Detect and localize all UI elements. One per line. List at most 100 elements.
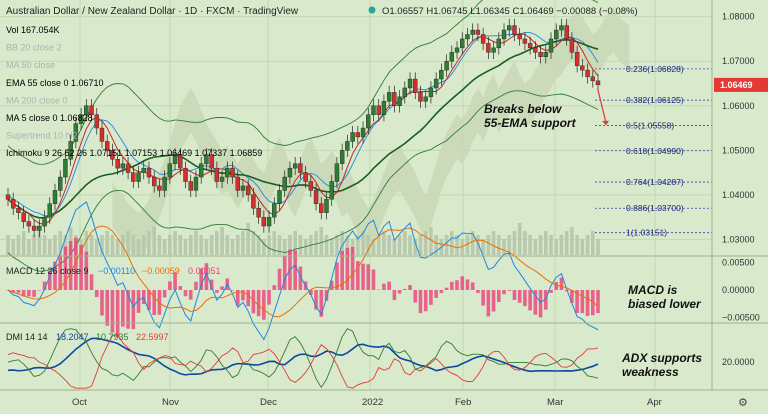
macd-hist-bar — [141, 290, 146, 305]
volume-bar — [168, 235, 172, 255]
y-tick-label: 1.03000 — [722, 234, 755, 244]
macd-line — [7, 201, 599, 341]
volume-bar — [272, 231, 277, 255]
macd-hist-bar — [481, 290, 485, 306]
candle-body — [261, 216, 267, 227]
macd-legend-v1: −0.00110 — [98, 266, 135, 276]
volume-bar — [157, 235, 162, 255]
candle-body — [397, 96, 402, 106]
fib-label: 0.5(1.05558) — [626, 120, 674, 130]
volume-bar — [496, 235, 501, 255]
signal-line — [7, 225, 599, 318]
candle-body — [63, 159, 68, 178]
macd-hist-bar — [42, 281, 47, 290]
volume-bar — [152, 227, 156, 255]
y-tick-label: 1.06000 — [722, 101, 755, 111]
volume-bar — [209, 235, 214, 255]
volume-bar — [450, 231, 454, 255]
candle-body — [183, 167, 188, 182]
macd-hist-bar — [559, 277, 564, 290]
volume-bar — [262, 239, 266, 255]
candle-body — [52, 190, 58, 204]
macd-hist-bar — [570, 290, 574, 303]
candle-body — [193, 176, 199, 191]
breaks-annotation: Breaks below — [484, 102, 562, 116]
macd-hist-bar — [585, 290, 590, 316]
macd-hist-bar — [188, 290, 193, 300]
macd-hist-bar — [382, 283, 386, 290]
volume-bar — [465, 235, 470, 255]
volume-bar — [183, 239, 188, 255]
macd-hist-bar — [486, 290, 491, 317]
volume-bar — [429, 227, 433, 255]
candle-body — [68, 141, 73, 160]
macd-hist-bar — [324, 290, 329, 301]
bb-lower-line — [7, 90, 599, 272]
legend-entry: MA 50 close — [6, 60, 55, 70]
candle-body — [501, 29, 507, 40]
macd-hist-bar — [429, 290, 433, 305]
settings-gear-icon: ⚙ — [738, 397, 748, 409]
volume-bar — [110, 235, 115, 255]
macd-hist-bar — [74, 237, 78, 290]
volume-bar — [387, 235, 391, 255]
candle-body — [418, 92, 423, 102]
candle-body — [251, 194, 256, 209]
y-tick-label: 1.07000 — [722, 56, 755, 66]
volume-bar — [512, 231, 517, 255]
macd-hist-bar — [528, 290, 532, 311]
volume-bar — [533, 239, 538, 255]
candle-body — [355, 132, 361, 138]
candle-body — [303, 172, 308, 182]
volume-bar — [559, 235, 564, 255]
x-tick-label: Oct — [72, 397, 87, 408]
macd-hist-bar — [204, 263, 209, 290]
candle-body — [569, 38, 575, 53]
macd-hist-bar — [183, 290, 188, 297]
volume-bar — [570, 227, 574, 255]
y-tick-label: 1.05000 — [722, 145, 755, 155]
macd-hist-bar — [356, 261, 360, 290]
candle-body — [272, 203, 277, 218]
volume-bar — [27, 239, 31, 255]
macd-hist-bar — [94, 290, 99, 298]
volume-bar — [314, 231, 318, 255]
volume-bar — [246, 223, 250, 255]
volume-bar — [392, 239, 397, 255]
macd-hist-bar — [543, 290, 548, 310]
macd-hist-bar — [168, 281, 172, 290]
candle-body — [47, 203, 52, 218]
volume-bar — [11, 239, 16, 255]
volume-bar — [366, 235, 371, 255]
volume-bar — [94, 239, 99, 255]
volume-bar — [486, 235, 491, 255]
candle-body — [245, 185, 251, 196]
volume-bar — [215, 231, 219, 255]
macd-hist-bar — [68, 240, 73, 290]
volume-bar — [53, 235, 57, 255]
y-tick-label: 1.04000 — [722, 190, 755, 200]
legend-entry: MA 200 close 0 — [6, 95, 68, 105]
candle-body — [157, 185, 162, 191]
macd-hist-bar — [53, 261, 57, 290]
macd-hist-bar — [397, 290, 402, 294]
adx-annotation: weakness — [622, 365, 679, 379]
candle-body — [141, 167, 146, 173]
macd-hist-bar — [387, 281, 391, 290]
volume-bar — [585, 235, 590, 255]
macd-hist-bar — [476, 290, 480, 293]
volume-bar — [121, 235, 125, 255]
candle-body — [214, 167, 220, 182]
macd-hist-bar — [434, 290, 438, 298]
volume-bar — [319, 227, 324, 255]
bb-upper-line — [7, 0, 599, 165]
macd-hist-bar — [345, 247, 350, 290]
macd-hist-bar — [580, 290, 585, 314]
volume-bar — [241, 231, 245, 255]
volume-bar — [235, 235, 240, 255]
volume-bar — [491, 231, 496, 255]
macd-hist-bar — [575, 290, 579, 313]
volume-bar — [178, 235, 183, 255]
candle-body — [465, 34, 470, 40]
macd-hist-bar — [272, 285, 277, 290]
